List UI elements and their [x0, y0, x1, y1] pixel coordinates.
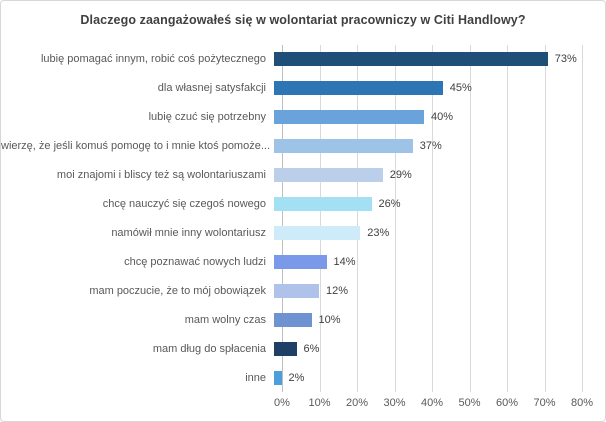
bar-row: moi znajomi i bliscy też są wolontariusz… — [1, 161, 605, 190]
y-axis-line — [282, 45, 283, 392]
gridline — [394, 45, 396, 392]
bar-row: mam dług do spłacenia 6% — [1, 334, 605, 363]
bar — [274, 139, 413, 154]
bar-row: lubię pomagać innym, robić coś pożyteczn… — [1, 45, 605, 74]
bar — [274, 168, 383, 183]
value-label: 29% — [389, 169, 412, 182]
bar-rows: lubię pomagać innym, robić coś pożyteczn… — [1, 45, 605, 392]
gridline — [432, 45, 433, 392]
bar-row: mam poczucie, że to mój obowiązek 12% — [1, 276, 605, 305]
bar — [274, 225, 361, 240]
value-label: 73% — [554, 53, 577, 66]
chart-title: Dlaczego zaangażowałeś się w wolontariat… — [80, 13, 526, 27]
bar-track: 73% — [274, 45, 605, 74]
x-axis: 0% 10% 20% 30% 40% 50% 60% 70% 80% — [274, 397, 593, 415]
bar-row: lubię czuć się potrzebny 40% — [1, 103, 605, 132]
gridline — [544, 45, 546, 392]
gridline — [357, 45, 358, 392]
bar — [274, 197, 372, 212]
value-label: 40% — [431, 111, 454, 124]
bar-track: 37% — [274, 132, 605, 161]
category-label: namówił mnie inny wolontariusz — [111, 226, 266, 239]
category-label: chcę nauczyć się czegoś nowego — [102, 198, 266, 211]
bar — [274, 81, 443, 96]
category-label: mam dług do spłacenia — [152, 342, 266, 355]
category-label: mam wolny czas — [184, 313, 266, 326]
value-label: 12% — [326, 284, 349, 297]
bar — [274, 52, 548, 67]
x-axis-tick-label: 20% — [345, 397, 369, 409]
bar-track: 10% — [274, 305, 605, 334]
bar-track: 29% — [274, 161, 605, 190]
gridline — [582, 45, 583, 392]
bar-track: 45% — [274, 74, 605, 103]
x-axis-tick-label: 60% — [495, 397, 519, 409]
category-label: chcę poznawać nowych ludzi — [124, 255, 266, 268]
value-label: 37% — [419, 140, 442, 153]
category-label: mam poczucie, że to mój obowiązek — [89, 284, 266, 297]
bar-row: namówił mnie inny wolontariusz 23% — [1, 219, 605, 248]
value-label: 23% — [367, 226, 390, 239]
value-label: 14% — [333, 255, 356, 268]
x-axis-tick-label: 50% — [458, 397, 481, 409]
category-label: lubię pomagać innym, robić coś pożyteczn… — [40, 53, 266, 66]
x-axis-tick-label: 10% — [308, 397, 331, 409]
value-label: 45% — [449, 82, 472, 95]
value-label: 6% — [303, 342, 320, 355]
x-axis-tick-label: 80% — [570, 397, 594, 409]
bar-track: 6% — [274, 334, 605, 363]
bar-row: chcę nauczyć się czegoś nowego 26% — [1, 190, 605, 219]
x-axis-tick-label: 0% — [274, 397, 290, 409]
bar-row: dla własnej satysfakcji 45% — [1, 74, 605, 103]
bar-track: 40% — [274, 103, 605, 132]
bar-track: 2% — [274, 363, 605, 392]
category-label: moi znajomi i bliscy też są wolontariusz… — [56, 169, 266, 182]
x-axis-tick-label: 30% — [383, 397, 406, 409]
bar — [274, 254, 327, 269]
bar-track: 14% — [274, 247, 605, 276]
bar-track: 12% — [274, 276, 605, 305]
gridline — [319, 45, 321, 392]
category-label: inne — [245, 371, 266, 384]
x-axis-tick-label: 70% — [533, 397, 556, 409]
gridline — [507, 45, 508, 392]
category-label: dla własnej satysfakcji — [157, 82, 266, 95]
bar-row: inne 2% — [1, 363, 605, 392]
bar-row: chcę poznawać nowych ludzi 14% — [1, 247, 605, 276]
value-label: 26% — [378, 198, 401, 211]
bar-row: mam wolny czas 10% — [1, 305, 605, 334]
gridline — [469, 45, 471, 392]
x-axis-tick-label: 40% — [420, 397, 444, 409]
bar — [274, 110, 424, 125]
value-label: 2% — [288, 371, 305, 384]
bar — [274, 341, 297, 356]
category-label: wierzę, że jeśli komuś pomogę to i mnie … — [1, 140, 271, 153]
bar — [274, 283, 319, 298]
category-label: lubię czuć się potrzebny — [148, 111, 266, 124]
bar — [274, 370, 282, 385]
gridline-layer — [282, 45, 583, 392]
bar-row: wierzę, że jeśli komuś pomogę to i mnie … — [1, 132, 605, 161]
bar — [274, 312, 312, 327]
bar-track: 26% — [274, 190, 605, 219]
value-label: 10% — [318, 313, 341, 326]
bar-track: 23% — [274, 219, 605, 248]
